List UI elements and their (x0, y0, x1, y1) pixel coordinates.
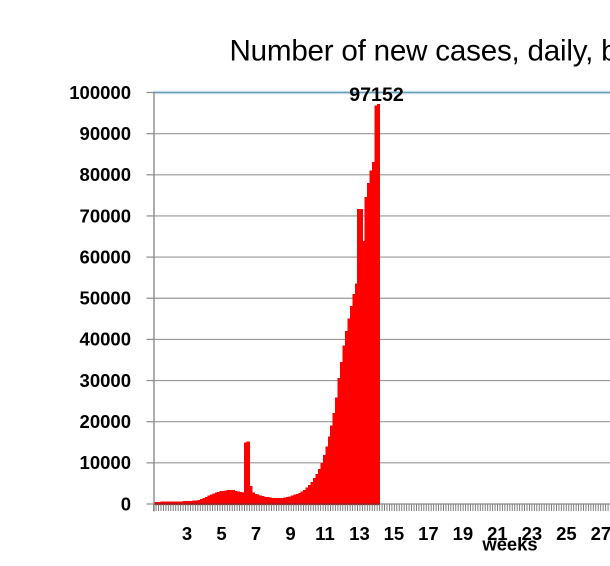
svg-text:13: 13 (349, 523, 370, 544)
svg-text:20000: 20000 (80, 411, 131, 432)
svg-text:30000: 30000 (80, 370, 131, 391)
svg-text:25: 25 (556, 523, 577, 544)
svg-text:0: 0 (121, 493, 131, 514)
svg-text:Number of new cases, daily, by: Number of new cases, daily, by weeks (230, 35, 610, 68)
svg-text:5: 5 (216, 523, 226, 544)
svg-text:weeks: weeks (481, 534, 537, 555)
svg-text:40000: 40000 (80, 329, 131, 350)
svg-text:90000: 90000 (80, 123, 131, 144)
svg-text:3: 3 (182, 523, 192, 544)
svg-text:15: 15 (384, 523, 405, 544)
svg-text:27: 27 (591, 523, 610, 544)
svg-text:10000: 10000 (80, 452, 131, 473)
svg-text:19: 19 (453, 523, 474, 544)
svg-text:80000: 80000 (80, 164, 131, 185)
svg-text:50000: 50000 (80, 288, 131, 309)
svg-text:60000: 60000 (80, 246, 131, 267)
svg-text:70000: 70000 (80, 205, 131, 226)
svg-text:7: 7 (251, 523, 261, 544)
svg-text:97152: 97152 (349, 84, 404, 106)
svg-text:23: 23 (522, 523, 543, 544)
svg-text:100000: 100000 (69, 82, 131, 103)
svg-text:21: 21 (487, 523, 508, 544)
svg-text:11: 11 (315, 523, 335, 544)
svg-text:9: 9 (285, 523, 295, 544)
svg-text:17: 17 (418, 523, 439, 544)
